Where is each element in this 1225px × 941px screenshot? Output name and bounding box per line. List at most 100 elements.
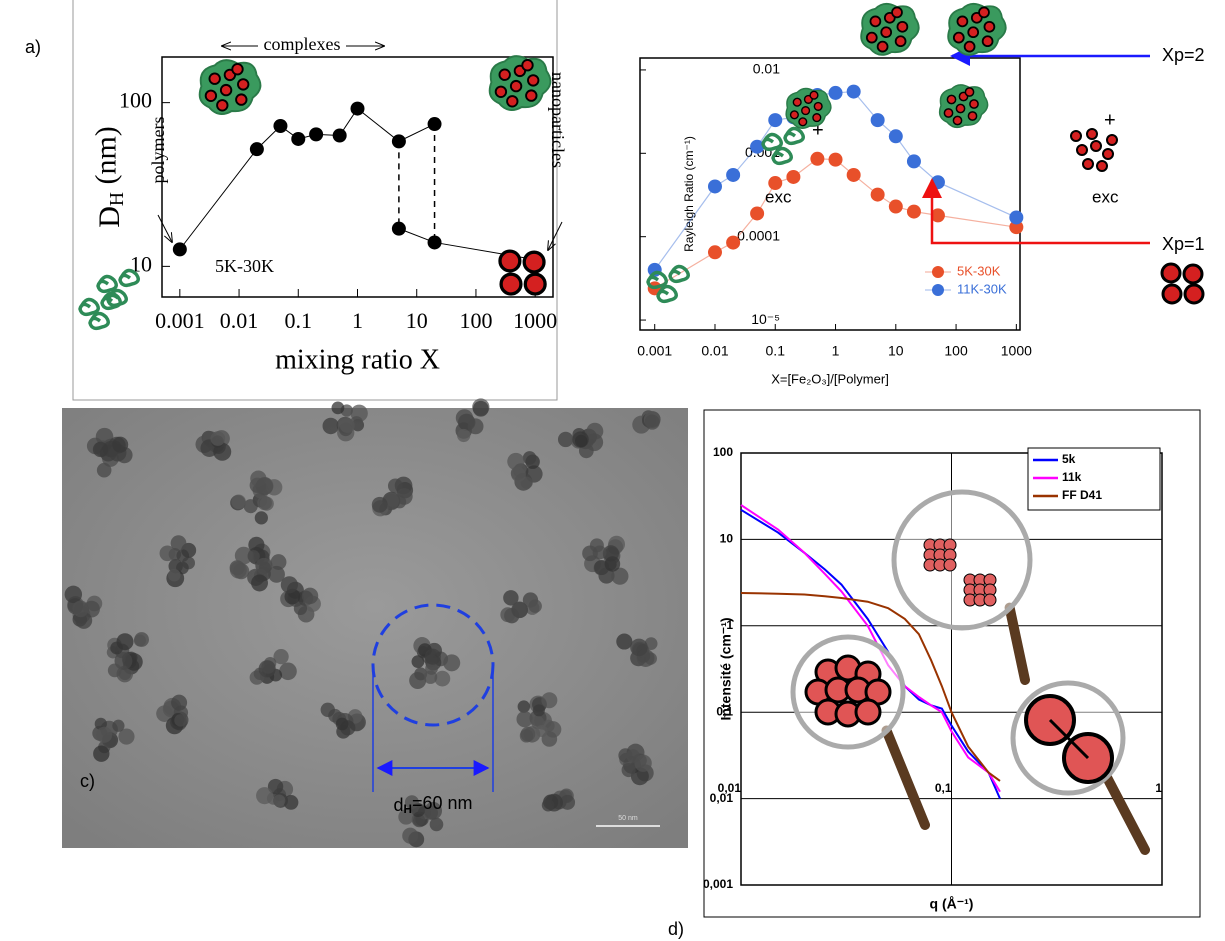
complex-particle xyxy=(235,93,248,106)
complex-particle xyxy=(967,111,978,121)
illustrations xyxy=(78,2,1205,855)
x-tick-label: 0,1 xyxy=(935,781,952,795)
y-tick-label: 10⁻⁵ xyxy=(751,311,780,327)
panel-label: d) xyxy=(668,919,684,939)
complex-particle xyxy=(813,101,823,111)
data-point xyxy=(427,235,442,250)
x-axis-label: mixing ratio X xyxy=(275,344,440,375)
series-line xyxy=(740,591,1001,782)
particle xyxy=(621,762,636,778)
complex-particle xyxy=(798,117,808,127)
complex-particle xyxy=(896,20,909,33)
data-point xyxy=(828,85,843,100)
polymer-icon xyxy=(78,291,122,331)
x-axis-label: X=[Fe₂O₃]/[Polymer] xyxy=(771,371,889,386)
particle xyxy=(412,813,425,826)
particle xyxy=(279,662,297,681)
x-tick-label: 0.001 xyxy=(637,343,672,359)
particle xyxy=(630,638,648,657)
particle xyxy=(335,717,349,731)
y-tick-label: 10 xyxy=(720,532,734,546)
y-tick-label: 0,001 xyxy=(703,877,733,891)
complex-particle xyxy=(498,68,511,81)
data-point xyxy=(1009,220,1024,235)
panel-label: a) xyxy=(25,37,41,57)
annotation: + xyxy=(1104,109,1116,131)
particle xyxy=(532,704,545,717)
particle xyxy=(557,431,574,448)
label-part: H xyxy=(107,192,128,206)
nanoparticle xyxy=(522,250,546,274)
legend-marker xyxy=(932,284,944,296)
data-point xyxy=(768,113,783,128)
particle xyxy=(404,795,419,810)
particle xyxy=(611,567,629,585)
x-tick-label: 10 xyxy=(888,343,904,359)
complex-particle xyxy=(891,6,903,19)
particle xyxy=(107,663,122,678)
y-tick-label: 0,01 xyxy=(710,791,734,805)
y-tick-label: 1 xyxy=(726,618,733,632)
particle xyxy=(258,660,276,678)
data-point xyxy=(750,139,765,154)
legend-label: 11k xyxy=(1062,470,1082,484)
x-tick-label: 0.01 xyxy=(701,343,728,359)
panel-a-frame xyxy=(72,0,558,401)
chart: a) 0.001 0.01 0.1 1 10 100 1000 10 100 mixing rati… xyxy=(25,34,568,375)
particle xyxy=(457,428,471,443)
polymer-coil xyxy=(100,291,122,311)
data-point xyxy=(888,199,903,214)
complex-icon xyxy=(938,84,989,129)
particle xyxy=(231,494,246,510)
x-axis-label: q (Å⁻¹) xyxy=(930,896,974,912)
complex-particle xyxy=(506,95,519,108)
particle xyxy=(133,634,146,647)
x-tick-label: 0.001 xyxy=(155,308,205,333)
particle xyxy=(503,590,519,606)
scale-bar-label: 50 nm xyxy=(618,815,638,822)
legend-label: FF D41 xyxy=(1062,488,1102,502)
complex-particle xyxy=(943,108,954,118)
complex-particle xyxy=(876,40,889,53)
particle xyxy=(96,462,112,478)
particle xyxy=(64,585,83,604)
particle xyxy=(170,535,187,552)
lens-particle xyxy=(943,558,957,572)
polymer-coil xyxy=(78,297,100,317)
particle xyxy=(112,719,125,732)
particle xyxy=(72,600,89,618)
particle xyxy=(575,434,588,448)
nanoparticle xyxy=(499,272,523,296)
data-point xyxy=(1009,210,1024,225)
particle xyxy=(247,550,260,563)
label-part: =60 nm xyxy=(412,793,473,813)
complex-particle xyxy=(952,31,965,44)
lens xyxy=(891,489,1033,631)
nanoparticles-icon xyxy=(1160,262,1205,305)
polymer-coil xyxy=(646,270,668,290)
data-point xyxy=(726,167,741,182)
nanoparticle xyxy=(1102,148,1114,160)
lens-handle xyxy=(1004,602,1030,685)
particle xyxy=(544,721,562,738)
complex-particle xyxy=(956,15,969,28)
nanoparticle xyxy=(1183,283,1205,305)
annotation-arrow xyxy=(157,214,172,242)
x-tick-label: 1 xyxy=(352,308,363,333)
particle xyxy=(331,401,345,415)
polymer-coil xyxy=(761,132,783,152)
particle xyxy=(423,670,438,684)
x-tick-label: 0.1 xyxy=(766,343,786,359)
particle xyxy=(339,417,355,433)
polymer-coil xyxy=(88,311,110,331)
data-point xyxy=(707,179,722,194)
complex-particle xyxy=(237,78,250,91)
y-tick-label: 0.01 xyxy=(753,61,780,77)
particle xyxy=(409,671,427,689)
data-point xyxy=(273,118,288,133)
particle xyxy=(259,496,274,511)
data-point xyxy=(427,117,442,132)
particle xyxy=(429,817,444,832)
y-tick-label: 0,1 xyxy=(716,704,733,718)
complex-particle xyxy=(208,72,221,85)
